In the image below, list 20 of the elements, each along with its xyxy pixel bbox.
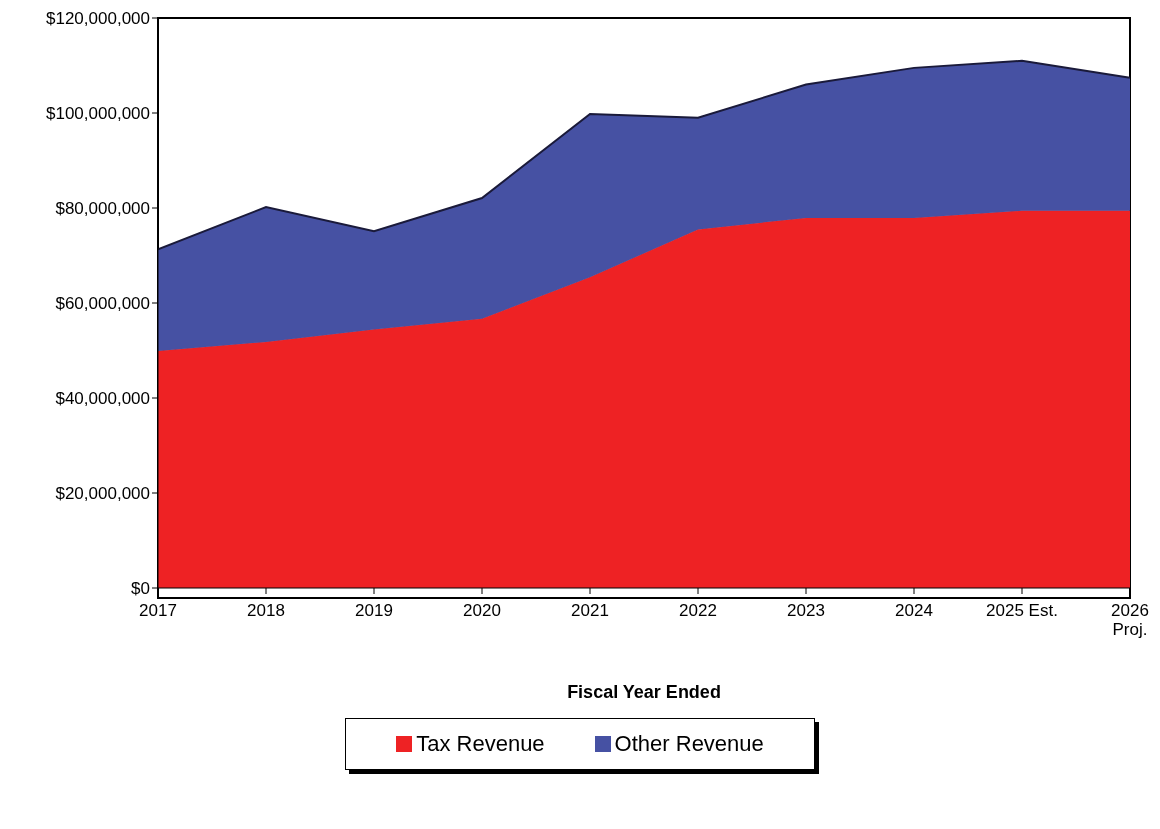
y-tick-label: $60,000,000 <box>55 294 150 314</box>
x-tick-label: 2020 <box>463 601 501 620</box>
x-tick-label: 2018 <box>247 601 285 620</box>
legend-label: Other Revenue <box>613 731 764 757</box>
x-axis-title: Fiscal Year Ended <box>567 682 721 702</box>
y-tick-label: $20,000,000 <box>55 484 150 504</box>
x-tick-label: 2026 Proj. <box>1111 601 1149 639</box>
y-tick-label: $40,000,000 <box>55 389 150 409</box>
y-tick-label: $80,000,000 <box>55 199 150 219</box>
x-tick-label: 2022 <box>679 601 717 620</box>
x-tick-label: 2025 Est. <box>986 601 1058 620</box>
y-tick-label: $100,000,000 <box>46 104 150 124</box>
x-tick-label: 2019 <box>355 601 393 620</box>
y-tick-label: $0 <box>131 579 150 599</box>
x-tick-label: 2024 <box>895 601 933 620</box>
x-tick-label: 2023 <box>787 601 825 620</box>
x-tick-label: 2021 <box>571 601 609 620</box>
legend-label: Tax Revenue <box>415 731 545 757</box>
y-tick-label: $120,000,000 <box>46 9 150 29</box>
x-tick-label: 2017 <box>139 601 177 620</box>
